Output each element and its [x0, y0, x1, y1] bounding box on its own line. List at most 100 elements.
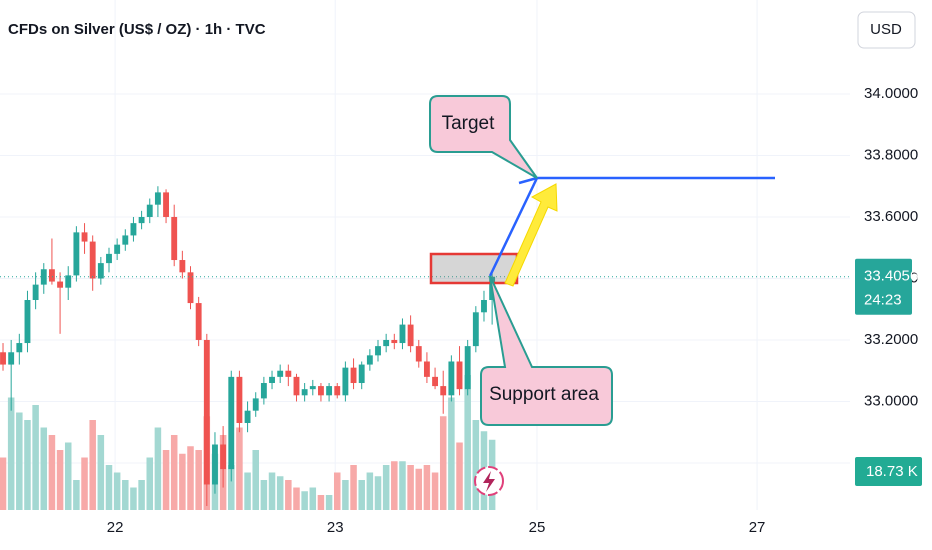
- candle-body: [24, 299, 31, 344]
- last-price-label: 33.4056: [864, 268, 918, 285]
- volume-bar: [382, 465, 390, 510]
- volume-bar: [276, 476, 284, 510]
- volume-bar: [317, 495, 325, 510]
- time-axis: 22 23 25 27: [107, 519, 766, 536]
- candle-body: [358, 364, 365, 384]
- candle-body: [472, 312, 479, 347]
- candle-body: [154, 192, 161, 205]
- candle-body: [423, 361, 430, 377]
- candle-body: [334, 386, 341, 396]
- volume-bar: [113, 472, 121, 510]
- volume-bar: [122, 480, 129, 510]
- volume-bar: [374, 476, 382, 510]
- volume-bar: [309, 487, 317, 510]
- volume-bar: [472, 420, 480, 510]
- candle-body: [350, 367, 357, 384]
- volume-bar: [97, 435, 105, 510]
- candle-body: [138, 216, 145, 224]
- candle-body: [195, 303, 202, 340]
- volume-bar: [138, 480, 145, 510]
- volume-bar: [448, 397, 455, 510]
- volume-bar: [439, 416, 447, 510]
- candle-body: [318, 386, 324, 396]
- volume-bar: [285, 480, 292, 510]
- candle-body: [171, 216, 178, 261]
- support-label: Support area: [489, 384, 599, 405]
- volume-bar: [48, 435, 56, 510]
- price-tags: 33.4056 24:23 18.73 K: [855, 258, 922, 486]
- candle-body: [179, 260, 186, 273]
- candle-body: [244, 410, 251, 423]
- candle-body: [16, 343, 23, 353]
- volume-tag-label: 18.73 K: [866, 463, 918, 480]
- icon-bolt: [483, 471, 495, 492]
- candle-body: [146, 204, 153, 217]
- volume-bar: [456, 442, 463, 510]
- candle-body: [252, 398, 259, 411]
- candle-body: [399, 324, 406, 344]
- support-callout: [480, 275, 613, 426]
- volume-bar: [391, 461, 398, 510]
- projection-arrowhead: [518, 176, 538, 185]
- candle-body: [309, 386, 316, 390]
- x-tick-label: 25: [529, 519, 546, 536]
- candle-body: [106, 253, 112, 264]
- volume-bar: [366, 472, 374, 510]
- candle-body: [163, 192, 169, 217]
- y-tick-label: 33.0000: [864, 392, 918, 409]
- volume-bar: [89, 420, 96, 510]
- candle-body: [415, 346, 422, 362]
- volume-bar: [350, 465, 357, 510]
- candle-body: [130, 223, 137, 236]
- volume-bar: [32, 405, 39, 510]
- volume-bar: [342, 480, 349, 510]
- candle-body: [293, 376, 300, 396]
- volume-bar: [0, 457, 7, 510]
- volume-bar: [423, 465, 431, 510]
- volume-bar: [179, 453, 186, 510]
- candle-body: [81, 232, 88, 242]
- candle-body: [464, 346, 471, 390]
- x-tick-label: 23: [327, 519, 344, 536]
- candle-body: [391, 339, 398, 344]
- target-label: Target: [442, 113, 496, 134]
- candle-body: [32, 284, 39, 300]
- candle-body: [0, 352, 6, 365]
- chart-title: CFDs on Silver (US$ / OZ) · 1h · TVC: [8, 21, 266, 38]
- volume-bar: [146, 457, 154, 510]
- last-price-tag: [855, 258, 912, 315]
- y-tick-label: 34.0000: [864, 85, 918, 102]
- candle-body: [456, 361, 463, 390]
- volume-bar: [81, 457, 88, 510]
- candle-body: [73, 232, 80, 276]
- volume-bar: [260, 480, 268, 510]
- currency-box: [857, 11, 916, 49]
- volume-bar: [170, 435, 178, 510]
- volume-bar: [293, 487, 300, 510]
- candle-body: [97, 263, 104, 279]
- candle-body: [8, 352, 15, 365]
- candle-body: [342, 367, 349, 396]
- volume-bar: [236, 427, 243, 510]
- candle-body: [203, 339, 210, 485]
- candle-body: [440, 386, 447, 396]
- volume-bar: [40, 427, 48, 510]
- candle-body: [122, 235, 129, 245]
- target-callout: [429, 95, 538, 179]
- candle-body: [220, 444, 227, 470]
- volume-bar: [431, 472, 439, 510]
- volume-bar: [154, 427, 162, 510]
- candle-body: [269, 376, 275, 384]
- candle-body: [65, 275, 72, 288]
- candle-body: [187, 272, 194, 304]
- x-tick-label: 22: [107, 519, 124, 536]
- candle-body: [114, 244, 121, 254]
- candle-body: [448, 361, 455, 396]
- candle-body: [260, 383, 267, 399]
- candle-body: [326, 386, 333, 396]
- candle-body: [236, 376, 243, 423]
- yellow-arrow: [504, 183, 558, 287]
- volume-bar: [301, 491, 308, 510]
- y-tick-label: 33.8000: [864, 146, 918, 163]
